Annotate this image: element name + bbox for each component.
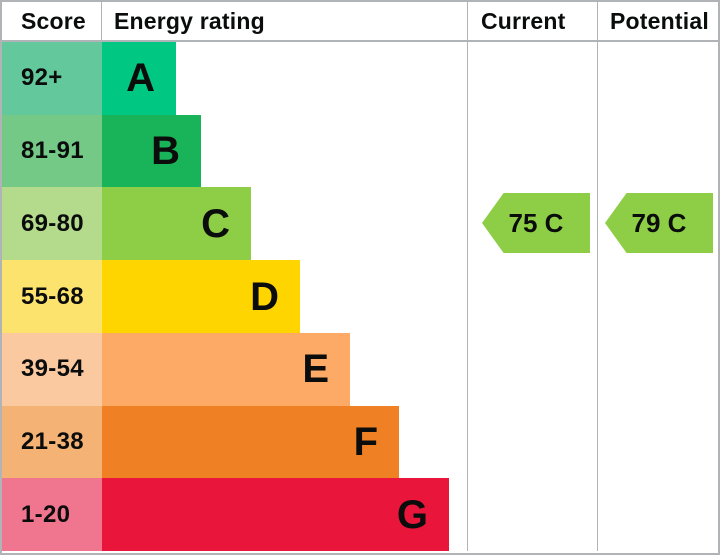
band-score-range: 81-91	[2, 114, 102, 188]
band-row-c: 69-80 C	[2, 187, 718, 261]
band-score-range: 92+	[2, 42, 102, 115]
band-row-f: 21-38 F	[2, 405, 718, 479]
band-letter: B	[151, 129, 180, 174]
potential-column-divider	[596, 42, 598, 551]
band-score-range: 1-20	[2, 478, 102, 552]
current-column-divider	[466, 42, 468, 551]
header-energy-rating: Energy rating	[102, 2, 468, 40]
band-row-d: 55-68 D	[2, 260, 718, 333]
band-letter: C	[201, 201, 230, 246]
band-score-range: 39-54	[2, 332, 102, 406]
band-row-a: 92+ A	[2, 42, 718, 115]
band-bar: C	[102, 187, 251, 261]
potential-rating-label: 79 C	[631, 207, 687, 238]
current-rating-label: 75 C	[508, 207, 564, 238]
header-current: Current	[468, 2, 598, 40]
band-bar: B	[102, 114, 201, 188]
band-bar: A	[102, 42, 176, 115]
band-bar: D	[102, 260, 300, 333]
band-score-range: 21-38	[2, 405, 102, 479]
band-bar: G	[102, 478, 449, 552]
chart-header: Score Energy rating Current Potential	[2, 2, 718, 42]
current-rating-arrow: 75 C	[482, 193, 590, 253]
header-potential: Potential	[610, 7, 709, 34]
band-letter: E	[302, 347, 329, 392]
band-letter: F	[353, 419, 378, 464]
band-bar: E	[102, 332, 350, 406]
band-score-range: 69-80	[2, 187, 102, 261]
band-score-range: 55-68	[2, 260, 102, 333]
band-bar: F	[102, 405, 399, 479]
band-row-g: 1-20 G	[2, 478, 718, 552]
header-score: Score	[2, 2, 102, 40]
band-row-b: 81-91 B	[2, 114, 718, 188]
band-letter: D	[250, 274, 279, 319]
band-letter: G	[396, 492, 428, 537]
potential-rating-arrow: 79 C	[605, 193, 713, 253]
band-row-e: 39-54 E	[2, 332, 718, 406]
band-letter: A	[126, 56, 155, 101]
chart-body: 92+ A 81-91 B 69-80 C 55-68 D 39-54	[2, 42, 718, 552]
